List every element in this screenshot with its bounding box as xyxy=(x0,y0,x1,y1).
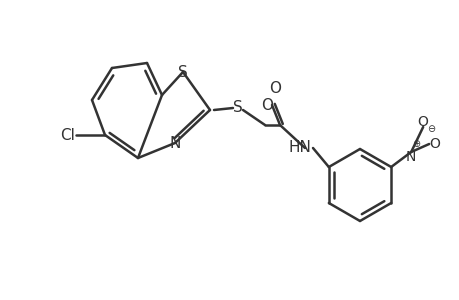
Text: N: N xyxy=(169,136,180,151)
Text: N: N xyxy=(405,150,415,164)
Text: ⊖: ⊖ xyxy=(426,124,434,134)
Text: ⊕: ⊕ xyxy=(411,139,420,149)
Text: S: S xyxy=(178,64,187,80)
Text: O: O xyxy=(260,98,272,112)
Text: HN: HN xyxy=(288,140,311,155)
Text: S: S xyxy=(233,100,242,116)
Text: O: O xyxy=(429,137,440,151)
Text: O: O xyxy=(269,80,280,95)
Text: Cl: Cl xyxy=(61,128,75,142)
Text: O: O xyxy=(417,115,428,129)
